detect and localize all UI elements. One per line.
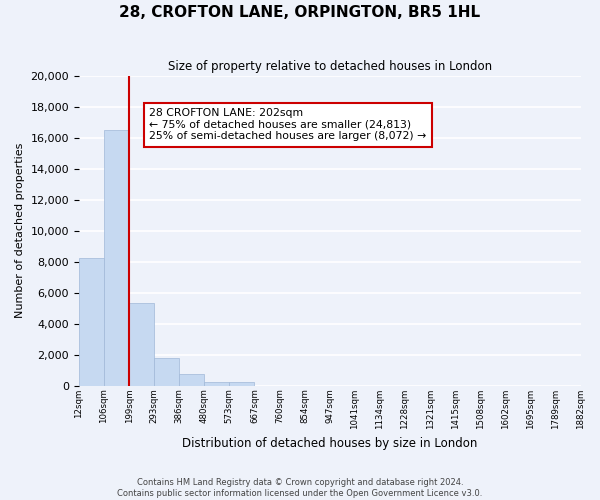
Bar [129,304,154,386]
Text: 28 CROFTON LANE: 202sqm
← 75% of detached houses are smaller (24,813)
25% of sem: 28 CROFTON LANE: 202sqm ← 75% of detache… [149,108,427,142]
Text: 28, CROFTON LANE, ORPINGTON, BR5 1HL: 28, CROFTON LANE, ORPINGTON, BR5 1HL [119,5,481,20]
X-axis label: Distribution of detached houses by size in London: Distribution of detached houses by size … [182,437,478,450]
Title: Size of property relative to detached houses in London: Size of property relative to detached ho… [167,60,492,73]
Bar [179,374,205,386]
Bar [205,382,229,386]
Bar [229,382,254,386]
Bar [104,130,129,386]
Text: Contains HM Land Registry data © Crown copyright and database right 2024.
Contai: Contains HM Land Registry data © Crown c… [118,478,482,498]
Y-axis label: Number of detached properties: Number of detached properties [15,143,25,318]
Bar [79,258,104,386]
Bar [154,358,179,386]
